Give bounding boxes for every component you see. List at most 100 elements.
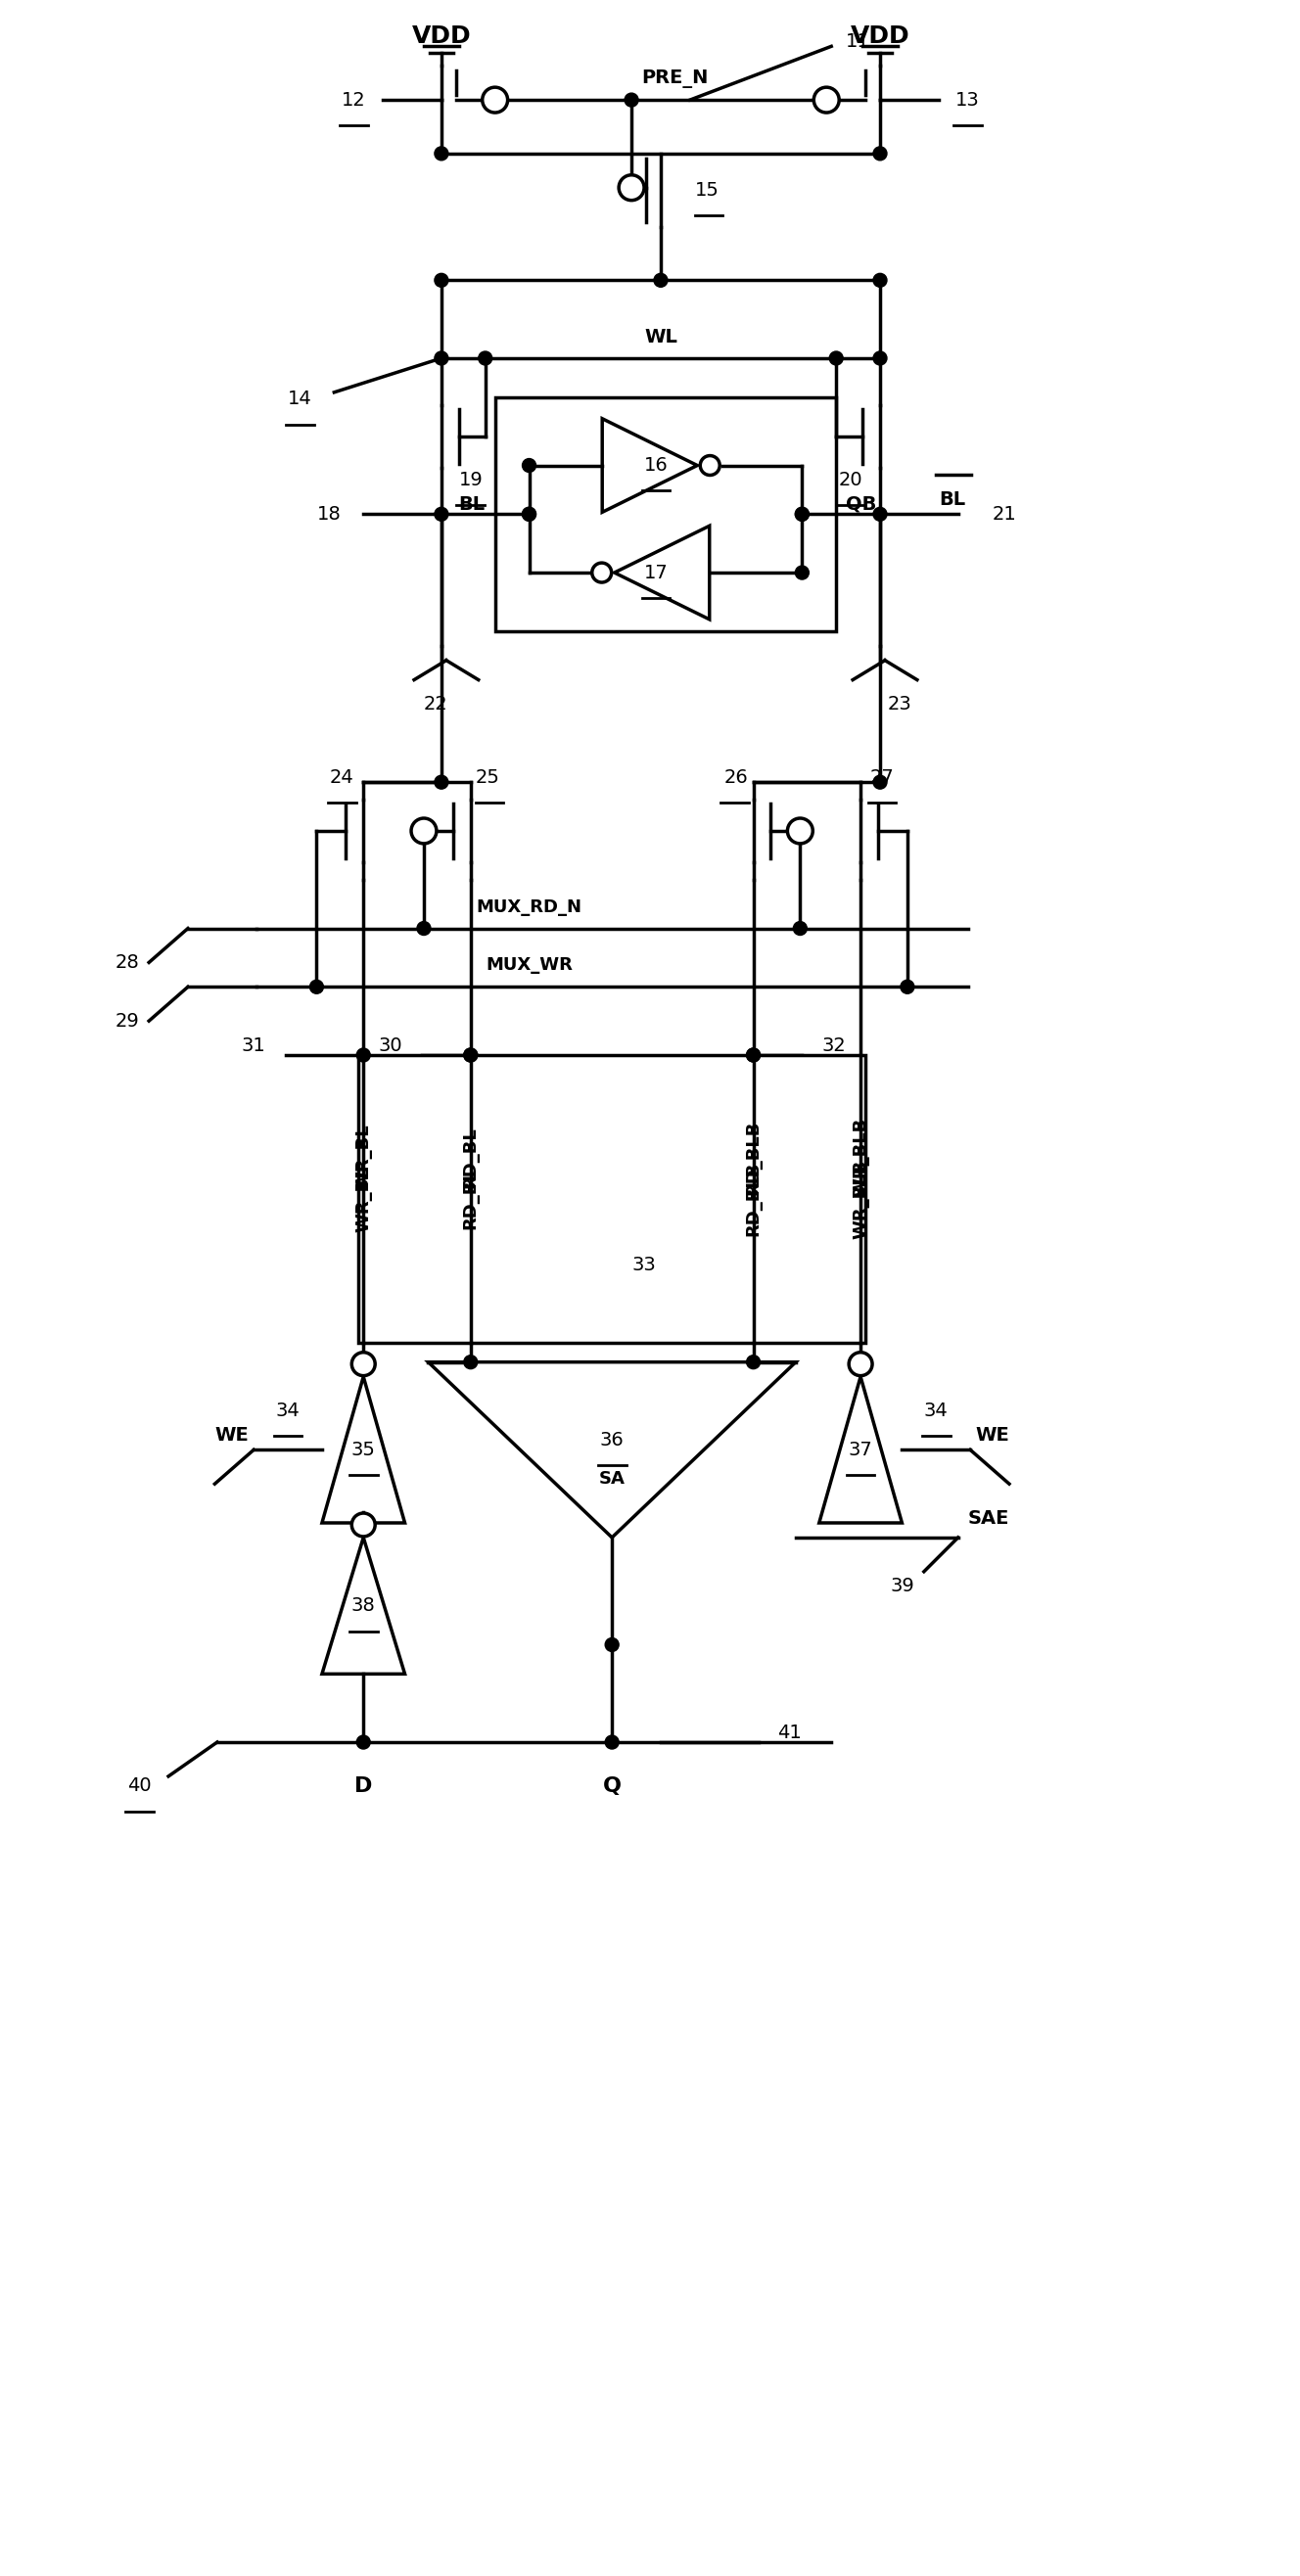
Text: 13: 13: [955, 90, 980, 108]
Circle shape: [874, 273, 887, 286]
Text: 30: 30: [378, 1036, 403, 1054]
Text: WR_BL: WR_BL: [355, 1167, 372, 1231]
Text: 20: 20: [838, 471, 863, 489]
Circle shape: [411, 819, 437, 842]
Circle shape: [606, 1638, 619, 1651]
Circle shape: [788, 819, 812, 842]
Circle shape: [796, 507, 809, 520]
Text: 21: 21: [992, 505, 1017, 523]
Circle shape: [434, 273, 448, 286]
Circle shape: [482, 88, 508, 113]
Circle shape: [356, 1048, 370, 1061]
Text: 25: 25: [476, 768, 500, 786]
Circle shape: [874, 775, 887, 788]
Circle shape: [478, 350, 493, 366]
Circle shape: [352, 1352, 376, 1376]
Text: 39: 39: [890, 1577, 914, 1595]
Circle shape: [309, 979, 324, 994]
Circle shape: [523, 507, 536, 520]
Text: WE: WE: [975, 1427, 1009, 1445]
Circle shape: [625, 93, 638, 106]
Circle shape: [701, 456, 720, 474]
Circle shape: [523, 507, 536, 520]
Text: SAE: SAE: [967, 1510, 1009, 1528]
Circle shape: [901, 979, 914, 994]
Text: BL: BL: [459, 495, 485, 513]
Text: 18: 18: [317, 505, 342, 523]
Text: 29: 29: [114, 1012, 139, 1030]
Circle shape: [523, 459, 536, 471]
Circle shape: [606, 1736, 619, 1749]
Text: 26: 26: [724, 768, 749, 786]
Text: 28: 28: [114, 953, 139, 971]
Circle shape: [352, 1512, 376, 1535]
Text: Q: Q: [603, 1777, 621, 1795]
Circle shape: [434, 147, 448, 160]
Bar: [495, 397, 836, 631]
Circle shape: [796, 567, 809, 580]
Text: RD_BLB: RD_BLB: [745, 1121, 762, 1195]
Text: BL: BL: [939, 489, 965, 510]
Text: VDD: VDD: [850, 26, 910, 49]
Circle shape: [434, 350, 448, 366]
Circle shape: [793, 922, 807, 935]
Text: 14: 14: [287, 389, 312, 410]
Text: VDD: VDD: [412, 26, 471, 49]
Circle shape: [874, 350, 887, 366]
Text: 41: 41: [777, 1723, 802, 1741]
Bar: [359, 1056, 866, 1342]
Text: WE: WE: [214, 1427, 248, 1445]
Text: WR_BLB: WR_BLB: [852, 1159, 870, 1239]
Text: D: D: [355, 1777, 372, 1795]
Text: 34: 34: [924, 1401, 948, 1419]
Text: QB: QB: [846, 495, 876, 513]
Circle shape: [796, 507, 809, 520]
Text: 34: 34: [276, 1401, 300, 1419]
Text: 27: 27: [870, 768, 894, 786]
Circle shape: [464, 1048, 477, 1061]
Text: RD_BL: RD_BL: [462, 1126, 480, 1188]
Text: 40: 40: [127, 1777, 151, 1795]
Text: WL: WL: [644, 327, 677, 345]
Circle shape: [464, 1048, 477, 1061]
Text: MUX_RD_N: MUX_RD_N: [476, 899, 582, 914]
Circle shape: [746, 1048, 760, 1061]
Circle shape: [654, 273, 667, 286]
Text: WR_BL: WR_BL: [355, 1123, 372, 1190]
Text: PRE_N: PRE_N: [641, 70, 708, 88]
Text: 38: 38: [351, 1597, 376, 1615]
Circle shape: [592, 564, 611, 582]
Text: 15: 15: [694, 180, 719, 198]
Circle shape: [849, 1352, 872, 1376]
Circle shape: [434, 507, 448, 520]
Text: 31: 31: [242, 1036, 266, 1054]
Circle shape: [814, 88, 838, 113]
Text: 19: 19: [459, 471, 482, 489]
Circle shape: [746, 1048, 760, 1061]
Circle shape: [434, 775, 448, 788]
Text: SA: SA: [599, 1471, 625, 1489]
Circle shape: [874, 507, 887, 520]
Text: 33: 33: [632, 1255, 655, 1275]
Text: 11: 11: [846, 31, 870, 52]
Text: 35: 35: [351, 1440, 376, 1458]
Text: WR_BLB: WR_BLB: [852, 1118, 870, 1198]
Circle shape: [829, 350, 842, 366]
Circle shape: [356, 1736, 370, 1749]
Text: 32: 32: [822, 1036, 846, 1054]
Text: RD_BLB: RD_BLB: [745, 1162, 762, 1236]
Text: RD_BL: RD_BL: [462, 1167, 480, 1229]
Text: 12: 12: [342, 90, 365, 108]
Circle shape: [874, 147, 887, 160]
Text: MUX_WR: MUX_WR: [486, 956, 572, 974]
Text: 37: 37: [849, 1440, 872, 1458]
Text: 17: 17: [644, 564, 668, 582]
Text: 16: 16: [644, 456, 668, 474]
Circle shape: [464, 1355, 477, 1368]
Circle shape: [619, 175, 645, 201]
Circle shape: [417, 922, 430, 935]
Text: 36: 36: [599, 1430, 624, 1450]
Text: 23: 23: [888, 696, 913, 714]
Text: 22: 22: [424, 696, 448, 714]
Text: 24: 24: [330, 768, 354, 786]
